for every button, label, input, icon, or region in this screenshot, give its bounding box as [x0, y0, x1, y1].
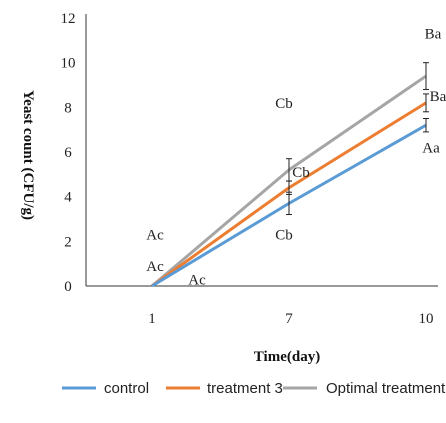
annotation-label: Ba [425, 27, 442, 43]
x-tick-label: 10 [419, 311, 434, 327]
annotation-label: Cb [275, 228, 293, 244]
significance-annotations: Ac Ac Ac Cb Cb Cb Ba Ba Aa [146, 27, 446, 289]
x-axis-ticks: 1 7 10 [148, 311, 433, 327]
plot-axes [85, 14, 438, 287]
y-tick-label: 12 [61, 11, 76, 27]
legend-label-optimal-treatment: Optimal treatment [326, 380, 446, 397]
y-tick-label: 4 [64, 190, 72, 206]
legend: control treatment 3 Optimal treatment [62, 380, 446, 397]
y-tick-label: 8 [64, 100, 72, 116]
annotation-label: Ba [430, 89, 446, 105]
x-tick-label: 7 [285, 311, 293, 327]
y-tick-label: 2 [64, 234, 72, 250]
error-bars [286, 62, 429, 216]
x-tick-label: 1 [148, 311, 156, 327]
annotation-label: Cb [292, 165, 310, 181]
y-axis-ticks: 0 2 4 6 8 10 12 [61, 11, 76, 295]
annotation-label: Ac [188, 272, 206, 288]
y-tick-label: 0 [64, 279, 72, 295]
legend-label-treatment-3: treatment 3 [207, 380, 283, 397]
x-axis-label: Time(day) [254, 349, 320, 365]
annotation-label: Ac [146, 228, 164, 244]
y-tick-label: 6 [64, 145, 72, 161]
annotation-label: Ac [146, 259, 164, 275]
annotation-label: Cb [275, 96, 293, 112]
legend-label-control: control [104, 380, 149, 397]
y-tick-label: 10 [61, 56, 76, 72]
annotation-label: Aa [422, 141, 440, 157]
y-axis-label: Yeast count (CFU/g) [20, 90, 36, 220]
